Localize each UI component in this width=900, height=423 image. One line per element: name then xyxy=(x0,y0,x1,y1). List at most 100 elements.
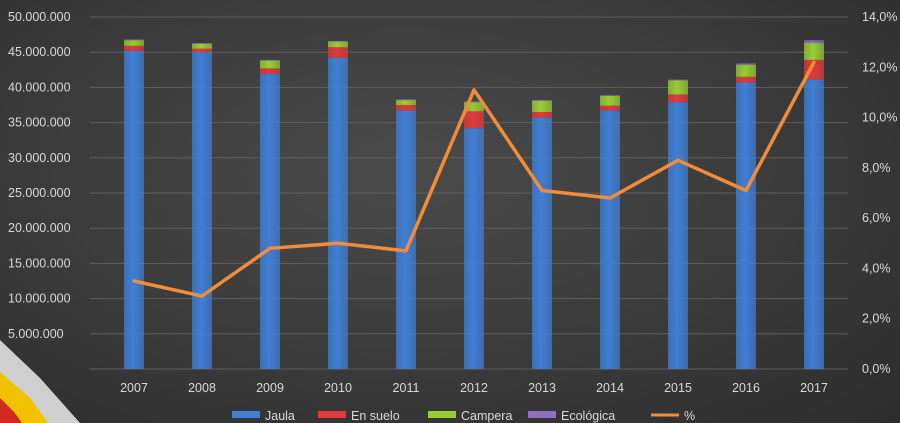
x-tick-label: 2011 xyxy=(393,381,420,395)
legend-swatch xyxy=(428,411,456,418)
bar-jaula-2015 xyxy=(668,102,688,370)
x-axis-ticks: 2007 2008 2009 2010 2011 2012 2013 2014 2015 2016… xyxy=(120,381,828,395)
y-right-tick-label: 4,0% xyxy=(862,261,891,275)
bar-jaula-2014 xyxy=(600,110,620,369)
percent-point-2011 xyxy=(404,249,408,253)
bar-campera-2010 xyxy=(328,41,348,48)
bar-ecol-gica-2014 xyxy=(600,95,620,96)
bar-jaula-2008 xyxy=(192,52,212,369)
bar-campera-2008 xyxy=(192,43,212,49)
bar-en-suelo-2012 xyxy=(464,111,484,129)
bar-ecol-gica-2012 xyxy=(464,101,484,103)
bar-campera-2014 xyxy=(600,95,620,106)
y-right-tick-label: 2,0% xyxy=(862,312,891,326)
y-left-tick-label: 15.000.000 xyxy=(8,256,71,270)
bar-en-suelo-2009 xyxy=(260,68,280,75)
bar-jaula-2007 xyxy=(124,50,144,370)
y-left-tick-label: 25.000.000 xyxy=(8,186,71,200)
corner-logo xyxy=(0,340,80,423)
bar-en-suelo-2016 xyxy=(736,76,756,83)
bar-campera-2009 xyxy=(260,60,280,69)
bar-en-suelo-2011 xyxy=(396,105,416,111)
x-tick-label: 2012 xyxy=(460,381,488,395)
percent-point-2012 xyxy=(472,88,476,92)
x-tick-label: 2010 xyxy=(324,381,352,395)
bar-jaula-2013 xyxy=(532,117,552,369)
percent-point-2009 xyxy=(268,246,272,250)
bar-jaula-2010 xyxy=(328,57,348,369)
legend-label: En suelo xyxy=(351,409,400,423)
x-tick-label: 2008 xyxy=(188,381,216,395)
bar-stacks xyxy=(124,39,824,370)
y-left-tick-label: 10.000.000 xyxy=(8,292,71,306)
percent-point-2015 xyxy=(676,158,680,162)
bar-campera-2007 xyxy=(124,40,144,46)
bar-en-suelo-2013 xyxy=(532,112,552,118)
bar-jaula-2016 xyxy=(736,82,756,370)
bar-ecol-gica-2010 xyxy=(328,40,348,42)
bar-en-suelo-2010 xyxy=(328,47,348,58)
legend-label: Campera xyxy=(461,409,512,423)
bar-campera-2017 xyxy=(804,43,824,60)
bar-en-suelo-2008 xyxy=(192,48,212,53)
bar-jaula-2011 xyxy=(396,110,416,369)
y-right-tick-label: 10,0% xyxy=(862,111,897,125)
legend-swatch xyxy=(232,411,260,418)
percent-line-layer xyxy=(132,60,816,298)
bar-campera-2012 xyxy=(464,102,484,112)
bar-ecol-gica-2017 xyxy=(804,40,824,44)
bar-jaula-2009 xyxy=(260,74,280,370)
bar-en-suelo-2007 xyxy=(124,45,144,51)
bar-en-suelo-2015 xyxy=(668,94,688,103)
percent-point-2014 xyxy=(608,196,612,200)
bar-ecol-gica-2011 xyxy=(396,99,416,101)
x-tick-label: 2013 xyxy=(528,381,556,395)
y-left-tick-label: 40.000.000 xyxy=(8,80,71,94)
legend: Jaula En suelo Campera Ecológica% xyxy=(232,409,695,423)
x-tick-label: 2007 xyxy=(120,381,148,395)
legend-swatch xyxy=(528,411,556,418)
percent-point-2016 xyxy=(744,188,748,193)
y-right-tick-label: 0,0% xyxy=(862,362,891,376)
bar-campera-2013 xyxy=(532,100,552,113)
y-left-tick-label: 20.000.000 xyxy=(8,221,71,235)
y-left-tick-label: 50.000.000 xyxy=(8,10,71,24)
percent-point-2013 xyxy=(540,188,544,193)
y-left-tick-label: 45.000.000 xyxy=(8,45,71,59)
legend-label: Ecológica xyxy=(561,409,615,423)
legend-label: % xyxy=(684,409,695,423)
bar-ecol-gica-2007 xyxy=(124,39,144,41)
bar-jaula-2012 xyxy=(464,128,484,369)
percent-point-2010 xyxy=(336,241,340,245)
x-tick-label: 2015 xyxy=(664,381,692,395)
x-tick-label: 2016 xyxy=(732,381,760,395)
y-right-tick-label: 6,0% xyxy=(862,211,891,225)
y-right-tick-label: 12,0% xyxy=(862,60,897,74)
bar-jaula-2017 xyxy=(804,79,824,369)
bar-campera-2011 xyxy=(396,100,416,105)
bar-ecol-gica-2016 xyxy=(736,63,756,65)
bar-ecol-gica-2015 xyxy=(668,79,688,81)
legend-label: Jaula xyxy=(265,409,295,423)
y-right-tick-label: 14,0% xyxy=(862,10,897,24)
y-right-tick-label: 8,0% xyxy=(862,161,891,175)
x-tick-label: 2009 xyxy=(256,381,284,395)
left-axis-ticks: 05.000.00010.000.00015.000.00020.000.000… xyxy=(8,10,71,376)
y-left-tick-label: 5.000.000 xyxy=(8,327,64,341)
bar-ecol-gica-2013 xyxy=(532,100,552,101)
bar-en-suelo-2014 xyxy=(600,105,620,111)
y-left-tick-label: 30.000.000 xyxy=(8,151,71,165)
bar-campera-2015 xyxy=(668,80,688,95)
percent-point-2017 xyxy=(812,60,816,64)
bar-campera-2016 xyxy=(736,64,756,77)
bar-ecol-gica-2008 xyxy=(192,43,212,44)
x-tick-label: 2014 xyxy=(596,381,624,395)
percent-point-2008 xyxy=(200,294,204,298)
bar-ecol-gica-2009 xyxy=(260,59,280,61)
y-left-tick-label: 35.000.000 xyxy=(8,116,71,130)
right-axis-ticks: 0,0% 2,0% 4,0% 6,0% 8,0% 10,0% 12,0% 14,0% xyxy=(862,10,897,376)
percent-point-2007 xyxy=(132,279,136,283)
legend-swatch xyxy=(318,411,346,418)
